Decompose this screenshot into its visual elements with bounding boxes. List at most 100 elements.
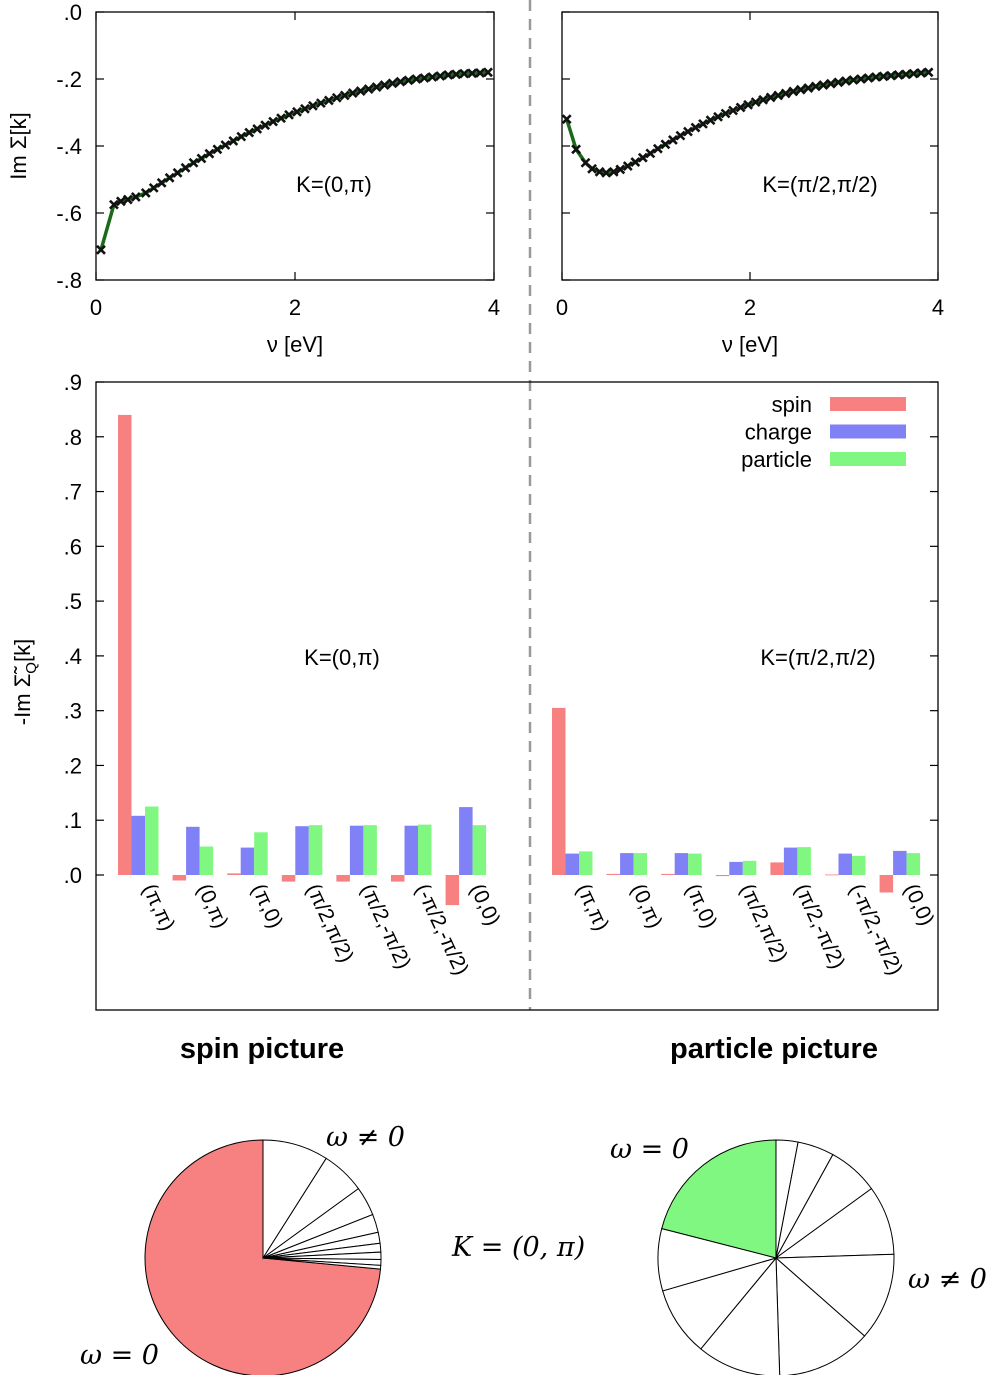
data-point: [276, 113, 286, 124]
data-point: [379, 80, 390, 90]
y-tick-label: .6: [64, 534, 82, 559]
data-point: [395, 76, 406, 87]
data-point: [339, 90, 350, 101]
data-point: [795, 84, 806, 95]
y-axis-label-prefix: -Im Σ̃: [10, 666, 35, 725]
pie-slice: [774, 1253, 895, 1337]
data-point: [363, 84, 374, 94]
y-tick-label: .0: [64, 0, 82, 25]
y-tick-label: .9: [64, 370, 82, 395]
data-point: [743, 99, 754, 110]
x-tick-label: 4: [488, 295, 500, 320]
bar-spin: [281, 875, 296, 882]
data-point: [765, 92, 776, 103]
data-point: [713, 111, 723, 122]
data-point: [228, 136, 239, 146]
pie-slice: [657, 1228, 778, 1292]
data-point: [315, 98, 326, 109]
data-point: [96, 244, 106, 255]
category-label: (0,π): [626, 880, 666, 931]
x-tick-label: 2: [289, 295, 301, 320]
data-point: [848, 75, 859, 85]
data-point: [705, 115, 716, 126]
legend-swatch-spin: [830, 397, 906, 411]
data-point: [427, 72, 438, 82]
bar-charge: [131, 815, 145, 875]
data-point: [720, 108, 731, 119]
axis-ticks: 0 2 4: [556, 11, 944, 320]
bar-spin: [336, 875, 350, 882]
data-point: [292, 106, 302, 117]
data-point: [690, 122, 701, 133]
category-label: (-π/2,-π/2): [845, 880, 907, 978]
data-point: [637, 152, 648, 163]
line-chart-k-0-pi: Im Σ[k] ν [eV] K=(0,π) 0 2 4 .0 -.2 -.4 -.6 -.8: [6, 0, 500, 357]
data-point: [833, 77, 844, 88]
category-label: (π/2,π/2): [735, 880, 791, 966]
y-tick-label: .4: [64, 644, 82, 669]
data-point: [901, 69, 911, 80]
data-point: [645, 148, 656, 159]
y-tick-label: .2: [64, 753, 82, 778]
data-point: [908, 68, 919, 79]
bar-particle: [906, 853, 921, 875]
data-point: [459, 68, 470, 79]
data-point: [419, 73, 430, 83]
data-point: [260, 120, 271, 131]
data-point: [818, 80, 829, 90]
data-point: [886, 70, 896, 81]
bar-particle: [308, 825, 323, 875]
data-point: [863, 73, 874, 83]
data-point: [180, 162, 191, 173]
data-point: [630, 157, 641, 167]
bar-particle: [852, 855, 866, 875]
axis-ticks: 0 2 4 .0 -.2 -.4 -.6 -.8: [56, 0, 500, 320]
pie-slice: [700, 1256, 781, 1375]
data-point: [608, 166, 619, 177]
category-label: (π,π): [138, 880, 179, 934]
data-point: [188, 157, 199, 168]
y-tick-label: .8: [64, 425, 82, 450]
k-annotation-left: K=(0,π): [304, 645, 380, 670]
data-point: [115, 196, 126, 207]
legend-label-spin: spin: [772, 392, 812, 417]
bar-spin: [825, 874, 839, 876]
data-point: [148, 182, 159, 193]
data-point: [660, 139, 671, 150]
y-axis-label-suffix: [k]: [10, 639, 35, 662]
category-label: (0,0): [465, 880, 504, 929]
data-point: [871, 72, 881, 82]
bar-series: [118, 414, 921, 906]
plot-frame: [95, 11, 495, 281]
bar-particle: [254, 832, 268, 875]
data-point: [840, 76, 851, 86]
legend-label-charge: charge: [745, 420, 812, 445]
y-tick-label: -.6: [56, 201, 82, 226]
data-point: [698, 118, 708, 129]
data-point: [622, 161, 633, 172]
bar-charge: [295, 826, 309, 875]
pie-label-omega-nonzero-right: ω ≠ 0: [908, 1264, 987, 1295]
bar-charge: [565, 853, 579, 875]
bar-charge: [240, 847, 255, 875]
data-point: [371, 82, 382, 92]
y-axis-label-sub: Q: [23, 662, 40, 674]
category-label: (π/2,π/2): [302, 880, 358, 966]
category-label: (π,0): [681, 880, 721, 931]
legend-label-particle: particle: [741, 447, 812, 472]
legend-swatch-particle: [830, 452, 906, 466]
x-tick-label: 0: [90, 295, 102, 320]
bar-particle: [418, 824, 432, 875]
data-point: [467, 68, 478, 79]
data-point: [773, 90, 784, 101]
data-point: [923, 67, 934, 78]
axis-ticks: .0 .1 .2 .3 .4 .5 .6 .7 .8 .9: [64, 370, 938, 888]
data-point: [803, 83, 814, 93]
x-axis-label: ν [eV]: [722, 332, 778, 357]
center-k-annotation: K = (0, π): [451, 1232, 585, 1263]
y-tick-label: -.4: [56, 134, 82, 159]
data-point: [220, 140, 231, 150]
bar-spin: [879, 875, 894, 893]
data-point: [156, 177, 167, 188]
bar-charge: [404, 825, 418, 875]
